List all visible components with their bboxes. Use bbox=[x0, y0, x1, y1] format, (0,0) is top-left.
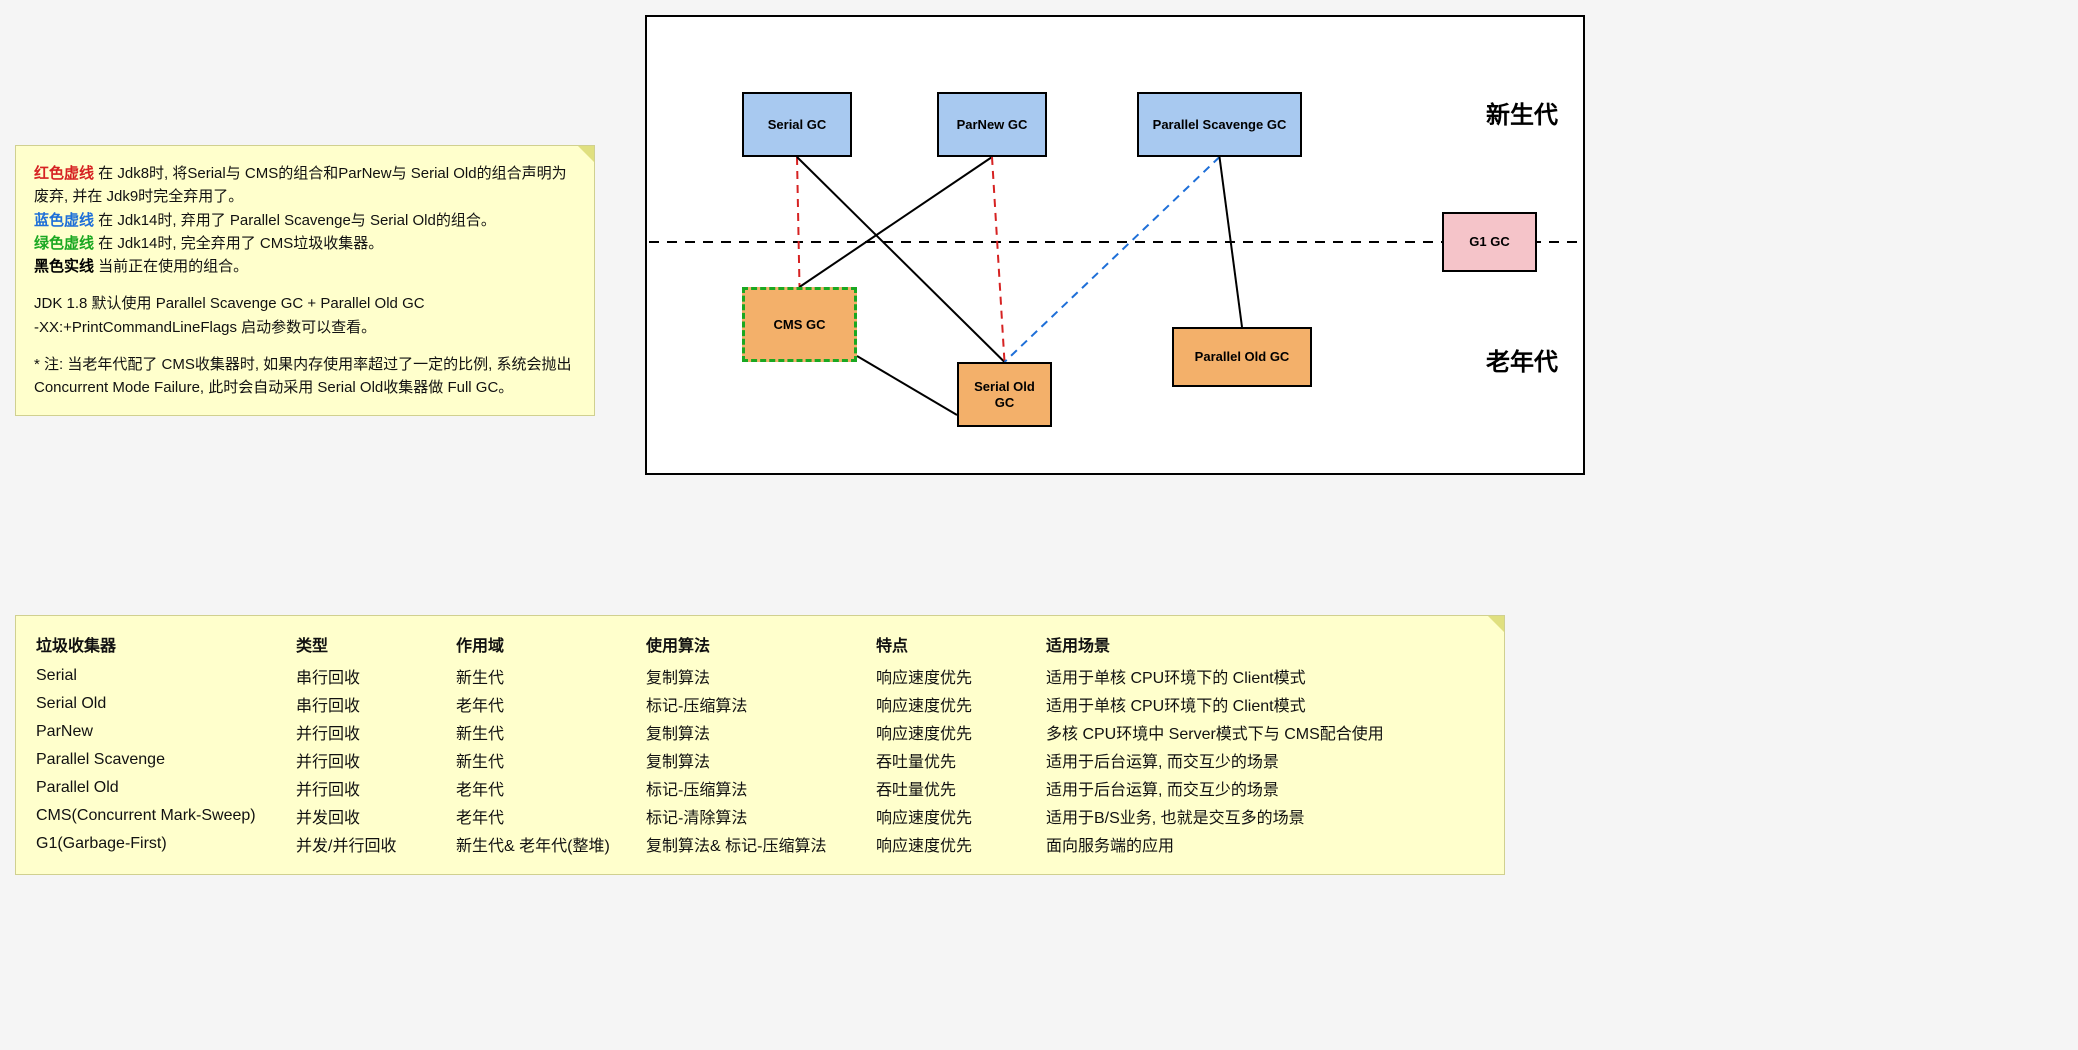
label-old: 老年代 bbox=[1486, 342, 1558, 377]
node-serold: Serial Old GC bbox=[957, 362, 1052, 427]
table-row: Serial Old串行回收老年代标记-压缩算法响应速度优先适用于单核 CPU环… bbox=[36, 690, 1496, 718]
table-row: CMS(Concurrent Mark-Sweep)并发回收老年代标记-清除算法… bbox=[36, 802, 1496, 830]
legend-note: 红色虚线 在 Jdk8时, 将Serial与 CMS的组合和ParNew与 Se… bbox=[15, 145, 595, 416]
label-young: 新生代 bbox=[1486, 95, 1558, 130]
col-header: 类型 bbox=[296, 630, 456, 662]
node-cms: CMS GC bbox=[742, 287, 857, 362]
legend-green: 绿色虚线 bbox=[34, 235, 94, 252]
gc-table: 垃圾收集器类型作用域使用算法特点适用场景Serial串行回收新生代复制算法响应速… bbox=[15, 615, 1505, 875]
legend-black: 黑色实线 bbox=[34, 258, 94, 275]
table-row: G1(Garbage-First)并发/并行回收新生代& 老年代(整堆)复制算法… bbox=[36, 830, 1496, 858]
col-header: 垃圾收集器 bbox=[36, 630, 296, 662]
node-parnew: ParNew GC bbox=[937, 92, 1047, 157]
node-parscav: Parallel Scavenge GC bbox=[1137, 92, 1302, 157]
node-serial: Serial GC bbox=[742, 92, 852, 157]
table-row: ParNew并行回收新生代复制算法响应速度优先多核 CPU环境中 Server模… bbox=[36, 718, 1496, 746]
table-row: Serial串行回收新生代复制算法响应速度优先适用于单核 CPU环境下的 Cli… bbox=[36, 662, 1496, 690]
table-row: Parallel Old并行回收老年代标记-压缩算法吞吐量优先适用于后台运算, … bbox=[36, 774, 1496, 802]
node-g1: G1 GC bbox=[1442, 212, 1537, 272]
col-header: 特点 bbox=[876, 630, 1046, 662]
col-header: 使用算法 bbox=[646, 630, 876, 662]
col-header: 适用场景 bbox=[1046, 630, 1496, 662]
legend-blue: 蓝色虚线 bbox=[34, 212, 94, 229]
col-header: 作用域 bbox=[456, 630, 646, 662]
gc-diagram: Serial GC ParNew GC Parallel Scavenge GC CM… bbox=[645, 15, 1585, 475]
node-parold: Parallel Old GC bbox=[1172, 327, 1312, 387]
legend-red: 红色虚线 bbox=[34, 165, 94, 182]
table-row: Parallel Scavenge并行回收 新生代 复制算法吞吐量优先适用于后台… bbox=[36, 746, 1496, 774]
